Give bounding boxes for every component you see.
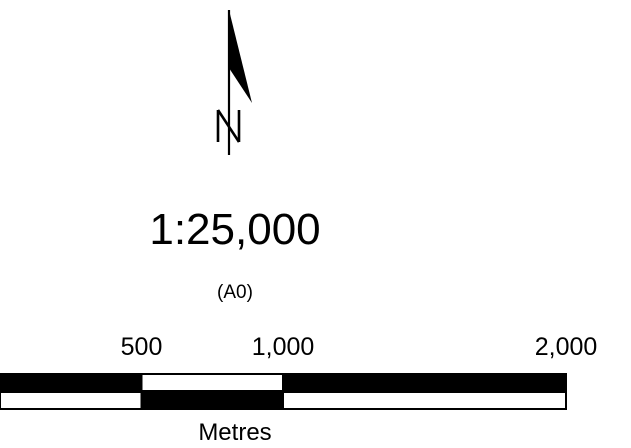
scale-bar-segment-top — [140, 373, 284, 392]
scale-bar-tick-label: 1,000 — [251, 333, 315, 361]
scale-bar-segment-top — [0, 373, 143, 392]
scale-bar-segment-bottom — [140, 391, 284, 410]
scale-bar-segment-bottom — [282, 391, 567, 410]
paper-size-label: (A0) — [217, 282, 253, 303]
scale-units-label: Metres — [198, 419, 272, 446]
north-arrow-icon: N — [216, 10, 252, 155]
scale-bar-tick-label: 2,000 — [534, 333, 598, 361]
scale-ratio: 1:25,000 — [149, 205, 321, 254]
north-letter-n — [216, 109, 241, 143]
scale-bar-tick-label: 500 — [120, 333, 163, 361]
north-arrow-flag — [229, 10, 252, 103]
scale-bar — [0, 373, 567, 410]
scale-bar-segment-bottom — [0, 391, 143, 410]
scale-bar-segment-top — [282, 373, 567, 392]
